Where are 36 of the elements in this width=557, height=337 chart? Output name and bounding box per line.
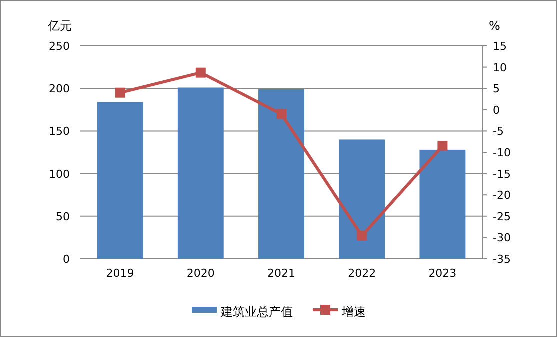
bar bbox=[178, 88, 224, 259]
legend-label: 建筑业总产值 bbox=[220, 305, 293, 319]
y2-tick-label: 15 bbox=[493, 40, 507, 53]
y2-axis-title: % bbox=[489, 19, 500, 33]
bar bbox=[339, 140, 386, 259]
y2-tick-label: -20 bbox=[493, 189, 511, 202]
x-tick-label: 2020 bbox=[186, 267, 215, 280]
point bbox=[276, 109, 286, 120]
point bbox=[357, 230, 368, 241]
bar bbox=[258, 89, 304, 259]
y-tick-label: 150 bbox=[49, 125, 70, 138]
y2-tick-label: -30 bbox=[493, 232, 511, 245]
y2-tick-label: 0 bbox=[493, 104, 500, 117]
legend-label: 增速 bbox=[341, 305, 366, 319]
point bbox=[438, 141, 448, 152]
y-axis-title: 亿元 bbox=[47, 19, 72, 33]
y-tick-label: 200 bbox=[49, 82, 70, 96]
y2-tick-label: 5 bbox=[493, 82, 500, 96]
y2-tick-label: -5 bbox=[493, 125, 504, 138]
point bbox=[196, 68, 206, 78]
y2-tick-label: -15 bbox=[493, 168, 511, 181]
x-tick-label: 2022 bbox=[348, 267, 376, 280]
y-tick-label: 0 bbox=[63, 253, 70, 266]
bar bbox=[97, 102, 144, 259]
y-tick-label: 100 bbox=[49, 168, 70, 181]
y2-tick-label: -25 bbox=[493, 210, 511, 224]
y2-tick-label: -10 bbox=[493, 146, 511, 160]
point bbox=[115, 88, 126, 98]
y2-tick-label: 10 bbox=[493, 61, 507, 74]
x-tick-label: 2021 bbox=[268, 267, 296, 280]
y-tick-label: 50 bbox=[56, 210, 70, 224]
y2-tick-label: -35 bbox=[493, 253, 511, 266]
bar bbox=[420, 150, 466, 259]
x-tick-label: 2023 bbox=[428, 267, 457, 280]
x-tick-label: 2019 bbox=[106, 267, 134, 280]
y-tick-label: 250 bbox=[49, 40, 70, 53]
